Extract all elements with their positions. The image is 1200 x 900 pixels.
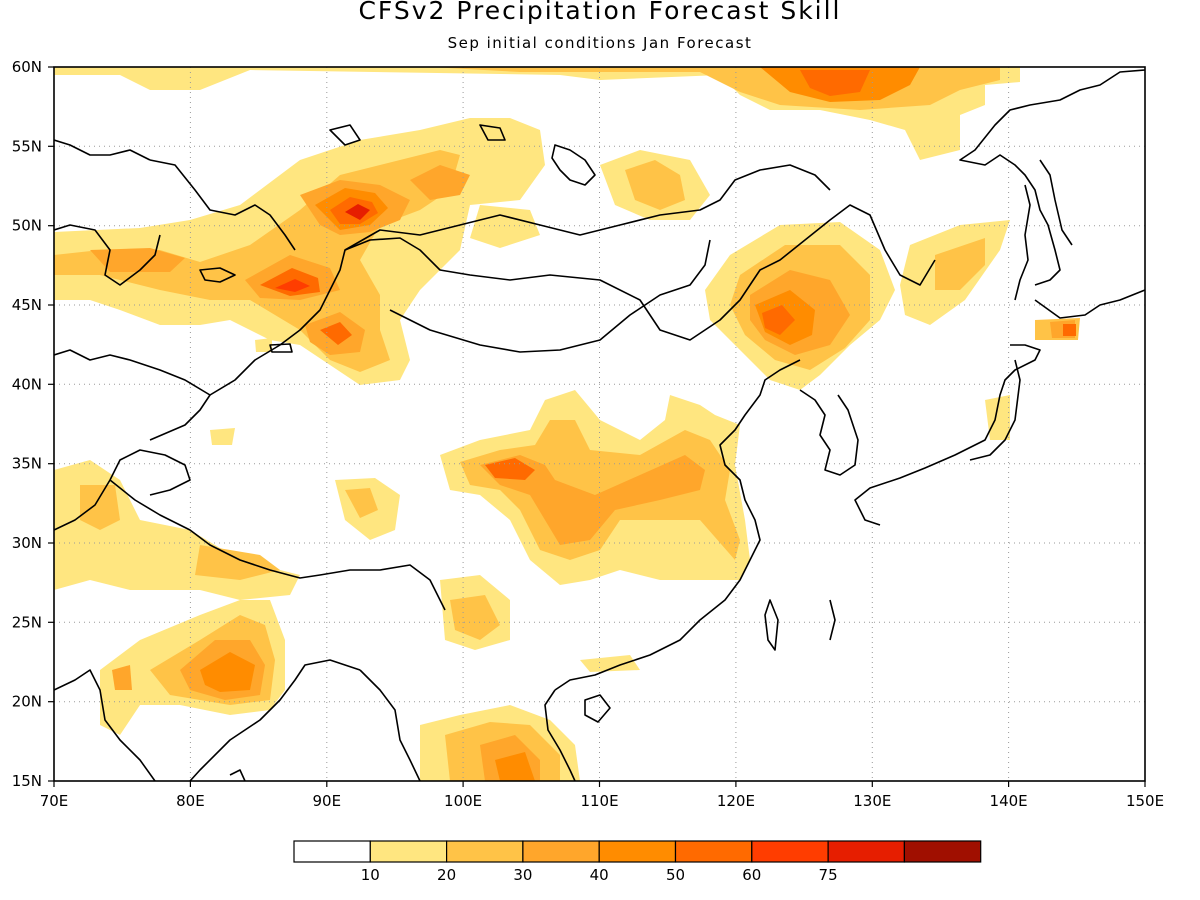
colorbar-swatch <box>674 840 753 863</box>
lon-label: 80E <box>176 792 205 810</box>
lat-label: 30N <box>12 534 42 552</box>
lon-label: 140E <box>990 792 1028 810</box>
lat-label: 15N <box>12 772 42 790</box>
lat-label: 55N <box>12 137 42 155</box>
colorbar-label: 20 <box>437 866 456 884</box>
colorbar-label: 10 <box>361 866 380 884</box>
gridlines <box>54 67 1145 781</box>
chart-subtitle: Sep initial conditions Jan Forecast <box>447 34 753 52</box>
colorbar-swatch <box>293 840 371 863</box>
colorbar-swatch <box>827 840 905 863</box>
lon-label: 120E <box>717 792 755 810</box>
colorbar-swatch <box>751 840 829 863</box>
lon-label: 100E <box>444 792 482 810</box>
lon-label: 90E <box>313 792 342 810</box>
coastlines-borders <box>54 69 1145 781</box>
colorbar-swatch <box>903 840 982 863</box>
lat-label: 40N <box>12 375 42 393</box>
colorbar-swatch <box>522 840 600 863</box>
lon-label: 130E <box>853 792 891 810</box>
colorbar-label: 60 <box>742 866 761 884</box>
colorbar-swatch <box>598 840 677 863</box>
lon-label: 70E <box>40 792 69 810</box>
chart-title: CFSv2 Precipitation Forecast Skill <box>358 0 842 25</box>
lat-label: 25N <box>12 613 42 631</box>
colorbar: 10 20 30 40 50 60 75 <box>293 840 982 884</box>
lon-label: 150E <box>1126 792 1164 810</box>
colorbar-label: 75 <box>819 866 838 884</box>
lat-label: 35N <box>12 455 42 473</box>
lat-label: 45N <box>12 296 42 314</box>
lat-label: 20N <box>12 693 42 711</box>
lon-labels: 70E 80E 90E 100E 110E 120E 130E 140E 150… <box>40 792 1164 810</box>
axis-ticks <box>48 66 1146 787</box>
lat-label: 50N <box>12 217 42 235</box>
colorbar-label: 30 <box>513 866 532 884</box>
colorbar-swatch <box>446 840 524 863</box>
skill-fill-layer <box>54 67 1080 781</box>
lat-label: 60N <box>12 58 42 76</box>
colorbar-swatch <box>369 840 448 863</box>
colorbar-label: 50 <box>666 866 685 884</box>
lat-labels: 15N 20N 25N 30N 35N 40N 45N 50N 55N 60N <box>12 58 42 790</box>
colorbar-label: 40 <box>590 866 609 884</box>
lon-label: 110E <box>580 792 618 810</box>
